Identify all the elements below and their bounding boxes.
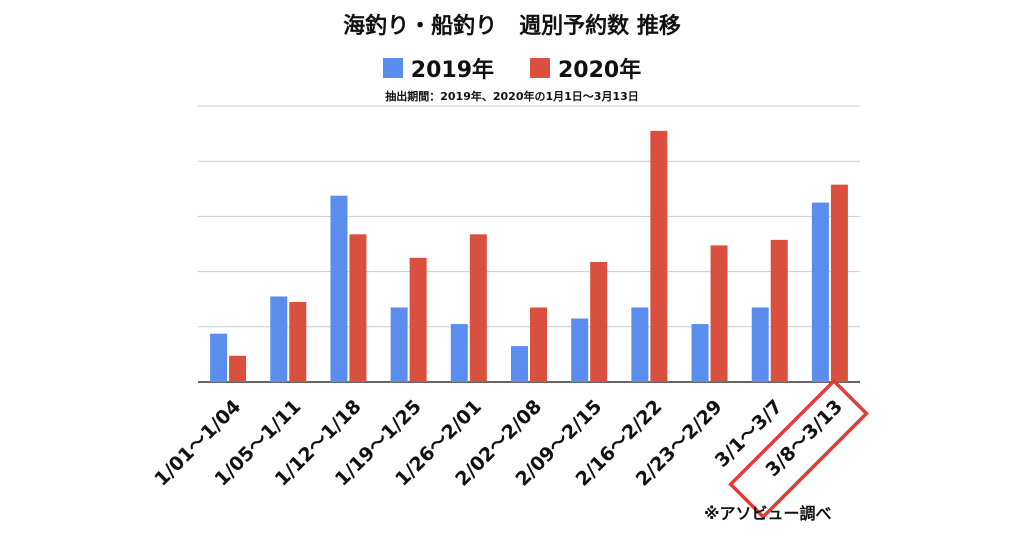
bar-2019年-7 <box>631 307 649 382</box>
bar-2019年-8 <box>691 324 709 382</box>
bar-2020年-7 <box>650 130 668 382</box>
legend-item-2019: 2019年 <box>382 52 494 84</box>
legend-label-2019: 2019年 <box>410 58 494 83</box>
bar-2019年-10 <box>811 202 829 382</box>
highlight-box-rect <box>728 378 869 520</box>
bar-2020年-3 <box>409 257 427 382</box>
bar-2020年-1 <box>289 301 307 382</box>
chart-subtitle: 抽出期間：2019年、2020年の1月1日〜3月13日 <box>385 90 639 103</box>
bar-2020年-2 <box>349 234 367 382</box>
bar-2020年-5 <box>530 307 547 382</box>
legend-item-2020: 2020年 <box>530 52 641 84</box>
bar-2020年-10 <box>830 184 848 382</box>
bar-2019年-0 <box>210 333 228 382</box>
bar-2019年-6 <box>571 318 589 382</box>
legend: 2019年 2020年 <box>0 52 1024 84</box>
bar-2019年-9 <box>751 307 769 382</box>
bar-2019年-4 <box>450 324 468 382</box>
bar-2019年-1 <box>270 296 288 382</box>
legend-swatch-2019 <box>382 58 403 78</box>
source-note: ※アソビュー調べ <box>704 504 832 523</box>
bar-2019年-5 <box>511 346 528 382</box>
bar-2020年-8 <box>710 245 728 382</box>
legend-label-2020: 2020年 <box>558 58 642 83</box>
highlight-box <box>728 378 869 520</box>
chart-title: 海釣り・船釣り 週別予約数 推移 <box>343 14 681 39</box>
bar-2020年-4 <box>469 234 487 382</box>
bar-2020年-9 <box>770 239 788 382</box>
bar-2019年-2 <box>330 195 348 382</box>
bar-2019年-3 <box>390 307 408 382</box>
legend-swatch-2020 <box>530 58 550 78</box>
bar-2020年-0 <box>229 355 247 382</box>
bar-2020年-6 <box>590 261 608 382</box>
